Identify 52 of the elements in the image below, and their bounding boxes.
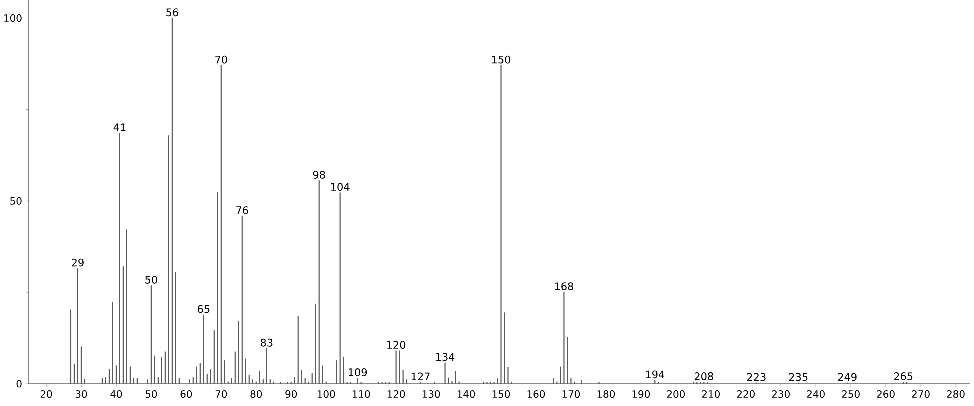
annotation: 70 (216, 56, 228, 64)
x-tick-label: 230 (772, 390, 790, 398)
annotation: 265 (894, 372, 913, 380)
x-tick-label: 70 (216, 390, 228, 398)
annotation: 41 (114, 124, 126, 132)
x-tick-label: 250 (842, 390, 860, 398)
annotation: 223 (747, 373, 766, 382)
annotation: 76 (236, 206, 248, 214)
annotation: 235 (789, 373, 808, 382)
annotation: 65 (198, 305, 210, 314)
x-tick-label: 90 (286, 390, 298, 398)
x-tick-label: 80 (250, 390, 262, 398)
annotation: 104 (331, 183, 350, 192)
x-tick-label: 140 (458, 390, 476, 398)
annotation: 83 (260, 338, 273, 347)
x-tick-label: 220 (737, 390, 755, 398)
x-tick-label: 270 (912, 390, 930, 398)
annotation: 168 (555, 282, 574, 290)
x-tick-label: 280 (947, 390, 965, 398)
x-tick-label: 200 (667, 390, 686, 398)
annotation: 109 (348, 368, 368, 376)
y-tick-label: 0 (16, 380, 22, 388)
x-tick-label: 210 (702, 390, 720, 398)
x-tick-label: 110 (352, 390, 370, 398)
x-tick-label: 30 (76, 390, 88, 398)
x-tick-label: 260 (877, 390, 895, 398)
x-tick-label: 150 (492, 390, 510, 398)
annotation: 194 (646, 370, 665, 379)
x-tick-label: 60 (180, 390, 192, 398)
annotation: 134 (436, 353, 455, 362)
annotation: 249 (838, 373, 857, 382)
x-tick-label: 130 (422, 390, 440, 398)
x-tick-label: 170 (562, 390, 580, 398)
annotation: 208 (694, 372, 714, 380)
x-tick-label: 190 (632, 390, 650, 398)
x-tick-label: 40 (110, 390, 122, 398)
x-tick-label: 20 (40, 390, 52, 398)
annotation: 56 (166, 8, 178, 17)
y-tick-label: 100 (4, 14, 22, 22)
y-tick-label: 50 (10, 197, 22, 205)
x-tick-label: 120 (388, 390, 406, 398)
x-tick-label: 100 (318, 390, 336, 398)
annotation: 150 (492, 56, 511, 64)
annotation: 127 (412, 372, 430, 380)
x-tick-label: 240 (807, 390, 825, 398)
annotation: 98 (313, 171, 326, 179)
annotation: 50 (146, 276, 158, 284)
x-tick-label: 50 (146, 390, 158, 398)
x-tick-label: 160 (528, 390, 546, 398)
x-tick-label: 180 (598, 390, 616, 398)
annotation: 29 (72, 258, 84, 267)
annotation: 120 (387, 341, 406, 350)
